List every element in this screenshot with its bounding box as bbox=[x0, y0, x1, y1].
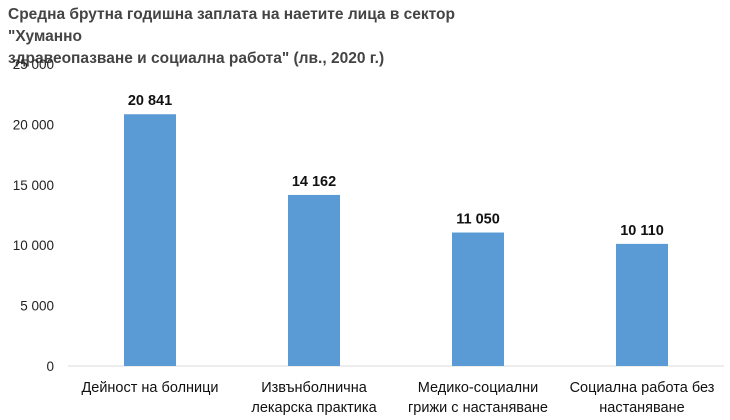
data-label: 20 841 bbox=[128, 93, 172, 109]
category-label: настаняване bbox=[599, 400, 684, 416]
data-label: 14 162 bbox=[292, 174, 336, 190]
category-label: грижи с настаняване bbox=[408, 400, 548, 416]
category-label: лекарска практика bbox=[251, 400, 377, 416]
y-tick-label: 5 000 bbox=[20, 299, 54, 314]
y-tick-label: 20 000 bbox=[13, 117, 54, 132]
bar bbox=[452, 232, 504, 366]
y-tick-label: 0 bbox=[46, 359, 54, 374]
bar bbox=[288, 194, 340, 366]
category-label: Дейност на болници bbox=[81, 380, 218, 396]
bar bbox=[124, 114, 176, 366]
category-label: Медико-социални bbox=[418, 380, 538, 396]
y-tick-label: 10 000 bbox=[13, 238, 54, 253]
data-label: 10 110 bbox=[620, 223, 664, 239]
category-label: Извънболнична bbox=[261, 380, 368, 396]
chart-title-line-1: Средна брутна годишна заплата на наетите… bbox=[8, 6, 455, 45]
y-tick-label: 15 000 bbox=[13, 178, 54, 193]
bar bbox=[616, 243, 668, 366]
data-label: 11 050 bbox=[456, 212, 500, 228]
category-label: Социална работа без bbox=[570, 380, 715, 396]
chart-title-line-2: здравеопазване и социална работа" (лв., … bbox=[8, 50, 385, 67]
y-tick-label: 25 000 bbox=[13, 57, 54, 72]
chart-title: Средна брутна годишна заплата на наетите… bbox=[8, 4, 528, 70]
